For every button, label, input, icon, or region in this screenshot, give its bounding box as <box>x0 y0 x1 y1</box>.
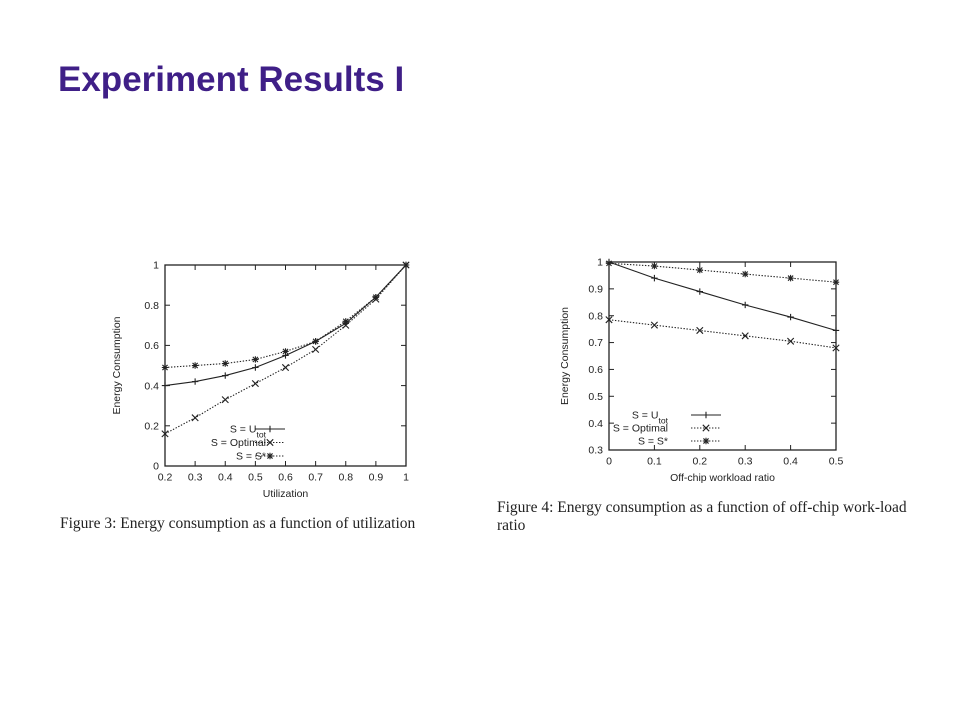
y-axis-label: Energy Consumption <box>111 316 123 414</box>
energy-vs-offchip-ratio-chart: 0 0.1 0.2 0.3 0.4 0.5 0.3 0.4 0.5 0.6 0.7 0.8 0.9 1 Of… <box>559 257 844 484</box>
figure-4-caption: Figure 4: Energy consumption as a functi… <box>497 499 907 534</box>
y-tick-label: 0 <box>153 461 159 473</box>
series-3-point <box>282 348 289 355</box>
y-tick-label: 1 <box>153 260 159 272</box>
series-line-1 <box>608 261 837 332</box>
x-tick-label: 0.2 <box>158 472 173 484</box>
series-2-point <box>696 326 704 335</box>
energy-vs-utilization-chart: 0.2 0.3 0.4 0.5 0.6 0.7 0.8 0.9 100.20.40.60.81U… <box>111 260 410 500</box>
series-1-point <box>832 327 840 334</box>
x-tick-label: 0.2 <box>692 456 707 468</box>
series-3-point <box>222 360 229 367</box>
y-tick-label: 0.2 <box>144 420 159 432</box>
x-tick-label: 0.5 <box>829 456 844 468</box>
series-line-2 <box>608 319 837 349</box>
x-tick-label: 0.5 <box>248 472 263 484</box>
y-tick-label: 0.8 <box>144 300 159 312</box>
legend-marker-2 <box>266 438 274 447</box>
series-2-point <box>281 363 290 372</box>
series-1-point <box>696 288 703 295</box>
series-2-point <box>312 345 320 354</box>
series-line-3 <box>164 264 407 369</box>
x-tick-label: 0.3 <box>188 472 203 484</box>
series-3-point <box>402 261 410 269</box>
legend-marker-3 <box>702 437 710 445</box>
series-2-point <box>221 396 229 404</box>
legend-marker-2 <box>702 424 710 432</box>
series-1-point <box>787 313 794 321</box>
series-2-point <box>650 321 658 329</box>
series-3-point <box>651 262 658 270</box>
series-2-point <box>191 414 199 422</box>
series-2-point <box>741 332 749 340</box>
legend-label-2: S = Optimal <box>211 437 266 449</box>
legend-label-3: S = S* <box>236 451 266 463</box>
series-3-point <box>372 293 380 301</box>
series-1-point <box>222 372 229 379</box>
figure-3-caption: Figure 3: Energy consumption as a functi… <box>60 515 416 532</box>
y-tick-label: 0.6 <box>144 340 159 352</box>
y-tick-label: 0.7 <box>588 337 603 349</box>
legend-label-2: S = Optimal <box>613 423 668 435</box>
x-tick-label: 0.3 <box>738 456 753 468</box>
series-3-point <box>161 364 169 371</box>
series-line-3 <box>608 262 837 283</box>
series-2-point <box>832 344 840 352</box>
y-tick-label: 0.4 <box>588 418 603 430</box>
y-tick-label: 0.3 <box>588 445 603 457</box>
series-1-point <box>191 378 199 385</box>
x-tick-label: 0.6 <box>278 472 293 484</box>
y-axis-label: Energy Consumption <box>559 307 571 405</box>
series-2-point <box>161 430 169 438</box>
series-3-point <box>312 338 319 345</box>
series-3-point <box>342 318 349 325</box>
y-tick-label: 0.4 <box>144 380 159 392</box>
series-3-point <box>832 278 840 286</box>
legend-marker-1 <box>266 425 274 433</box>
legend-marker-1 <box>702 411 710 419</box>
series-2-point <box>787 337 795 345</box>
slide-title: Experiment Results I <box>58 60 405 99</box>
series-1-point <box>252 364 259 371</box>
x-axis-label: Off-chip workload ratio <box>670 472 775 484</box>
x-tick-label: 0.9 <box>369 472 384 484</box>
x-axis-label: Utilization <box>263 488 309 500</box>
y-tick-label: 0.6 <box>588 364 603 376</box>
plot-frame <box>608 261 837 451</box>
x-tick-label: 0.7 <box>308 472 323 484</box>
legend-marker-3 <box>266 452 274 460</box>
x-tick-label: 0.4 <box>218 472 233 484</box>
series-3-point <box>696 266 703 274</box>
x-tick-label: 1 <box>403 472 409 484</box>
series-1-point <box>651 274 658 282</box>
series-2-point <box>251 380 259 388</box>
series-1-point <box>742 301 749 309</box>
x-tick-label: 0.4 <box>783 456 798 468</box>
x-tick-label: 0.8 <box>338 472 353 484</box>
x-tick-label: 0 <box>606 456 612 468</box>
legend-label-3: S = S* <box>638 436 668 448</box>
series-3-point <box>191 362 199 369</box>
series-3-point <box>605 260 613 267</box>
y-tick-label: 0.8 <box>588 310 603 322</box>
y-tick-label: 0.5 <box>588 391 603 403</box>
series-3-point <box>252 356 259 363</box>
x-tick-label: 0.1 <box>647 456 662 468</box>
series-2-point <box>605 316 613 324</box>
y-tick-label: 0.9 <box>588 284 603 296</box>
series-3-point <box>742 270 749 278</box>
y-tick-label: 1 <box>597 257 603 269</box>
series-line-2 <box>164 264 407 435</box>
series-1-point <box>161 382 169 389</box>
series-3-point <box>787 274 794 282</box>
